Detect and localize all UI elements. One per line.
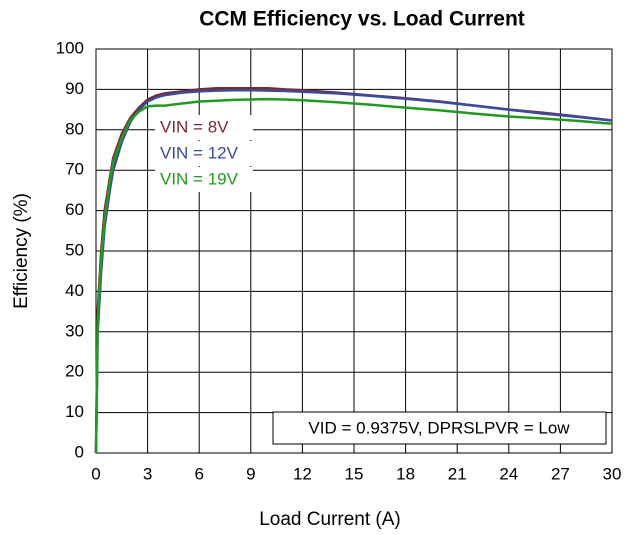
y-tick-label: 30: [65, 321, 84, 340]
chart-title: CCM Efficiency vs. Load Current: [199, 8, 525, 31]
x-tick-label: 3: [143, 464, 152, 483]
series-line: [94, 97, 613, 454]
x-tick-label: 18: [396, 464, 415, 483]
y-tick-label: 40: [65, 281, 84, 300]
legend-bg: [155, 167, 253, 192]
legend-label: VIN = 8V: [160, 117, 229, 136]
x-tick-label: 0: [91, 464, 100, 483]
y-tick-label: 10: [65, 402, 84, 421]
y-tick-label: 0: [75, 442, 84, 461]
x-tick-label: 30: [603, 464, 622, 483]
annotation-box: [272, 411, 607, 445]
legend-bg: [155, 141, 253, 166]
y-tick-label: 100: [56, 38, 84, 57]
x-tick-label: 6: [194, 464, 203, 483]
y-tick-label: 70: [65, 160, 84, 179]
x-axis-label: Load Current (A): [259, 509, 401, 530]
y-tick-label: 50: [65, 240, 84, 259]
x-tick-label: 24: [499, 464, 518, 483]
y-tick-label: 80: [65, 119, 84, 138]
x-tick-label: 21: [448, 464, 467, 483]
y-tick-label: 20: [65, 362, 84, 381]
x-tick-label: 12: [293, 464, 312, 483]
legend-label: VIN = 12V: [160, 143, 239, 162]
y-tick-label: 90: [65, 79, 84, 98]
legend-label: VIN = 19V: [160, 169, 239, 188]
x-tick-label: 15: [345, 464, 364, 483]
y-axis-label: Efficiency (%): [11, 193, 32, 309]
x-tick-label: 27: [551, 464, 570, 483]
x-tick-label: 9: [246, 464, 255, 483]
legend-bg: [155, 115, 253, 140]
annotation: VID = 0.9375V, DPRSLPVR = Low: [308, 418, 570, 437]
y-tick-label: 60: [65, 200, 84, 219]
series-line: [94, 88, 613, 454]
